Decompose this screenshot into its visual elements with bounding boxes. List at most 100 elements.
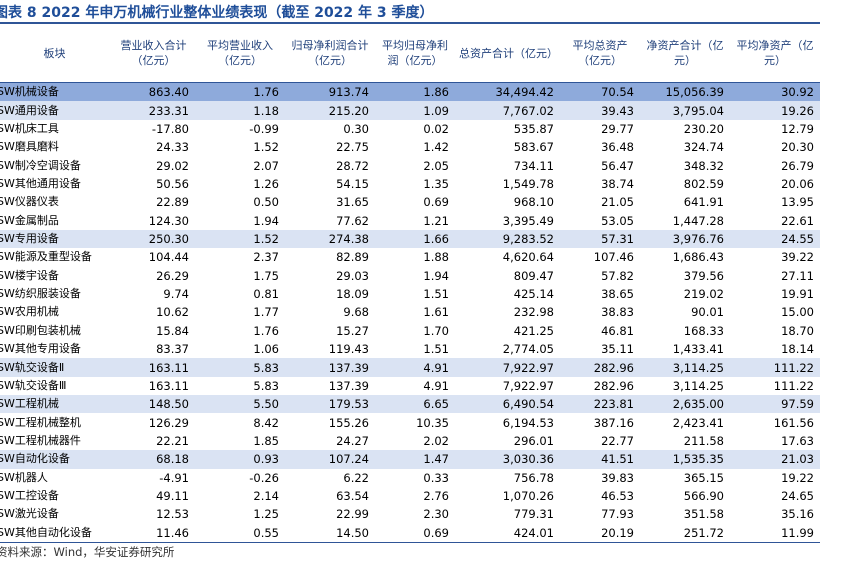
- cell: 0.33: [423, 470, 449, 485]
- row-label: SW楼宇设备: [0, 268, 59, 282]
- cell: 68.18: [112, 450, 195, 469]
- cell: 18.70: [781, 323, 814, 338]
- cell: 38.83: [601, 305, 634, 320]
- cell: 14.50: [285, 523, 375, 543]
- cell: 230.20: [683, 121, 724, 136]
- cell: 809.47: [513, 268, 554, 283]
- cell: 15,056.39: [640, 82, 730, 102]
- cell: 6,194.53: [502, 415, 554, 430]
- cell: 15.00: [781, 305, 814, 320]
- cell: 21.03: [730, 450, 820, 469]
- cell: 2,423.41: [672, 415, 724, 430]
- cell: 155.26: [328, 415, 369, 430]
- cell: 1.51: [423, 342, 449, 357]
- cell: 1.47: [375, 450, 455, 469]
- cell: 3,395.49: [502, 213, 554, 228]
- row-label: SW机械设备: [0, 82, 112, 102]
- cell: 6,490.54: [455, 395, 560, 414]
- cell: 22.21: [156, 434, 189, 448]
- cell: 1.51: [423, 287, 449, 302]
- cell: 2.05: [423, 158, 449, 173]
- cell: 1,549.78: [502, 176, 554, 191]
- cell: 22.61: [781, 213, 814, 228]
- cell: 1,686.43: [672, 250, 724, 265]
- header-cell: 净资产合计（亿元）: [640, 22, 730, 83]
- table-row: SW工程机械 148.50 5.50 179.53 6.65 6,490.54 223.81…: [0, 395, 820, 414]
- row-label: SW能源及重型设备: [0, 250, 92, 264]
- cell: 54.15: [336, 176, 369, 191]
- cell: 29.77: [601, 121, 634, 136]
- header-cell: 平均营业收入（亿元）: [195, 22, 285, 83]
- cell: 7,767.02: [455, 101, 560, 120]
- cell: 0.81: [253, 287, 279, 302]
- cell: 19.22: [781, 470, 814, 485]
- table-row: SW机器人 -4.91 -0.26 6.22 0.33 756.78 39.83 365.15…: [0, 469, 820, 487]
- cell: 168.33: [683, 323, 724, 338]
- cell: 39.43: [560, 101, 640, 120]
- header-cell: 平均净资产（亿元）: [730, 22, 820, 83]
- table-row: SW能源及重型设备 104.44 2.37 82.89 1.88 4,620.64 107.…: [0, 248, 820, 266]
- cell: 35.11: [601, 342, 634, 357]
- cell: 387.16: [593, 415, 634, 430]
- cell: 46.81: [601, 323, 634, 338]
- cell: 282.96: [560, 358, 640, 377]
- row-label: SW工程机械整机: [0, 415, 81, 429]
- cell: 38.65: [601, 287, 634, 302]
- cell: 1.52: [195, 229, 285, 249]
- cell: 211.58: [683, 434, 724, 448]
- cell: 26.79: [781, 158, 814, 173]
- cell: 250.30: [112, 229, 195, 249]
- cell: 1,070.26: [502, 489, 554, 504]
- table-row: SW其他通用设备 50.56 1.26 54.15 1.35 1,549.78 38.74 8…: [0, 175, 820, 193]
- cell: 734.11: [513, 158, 554, 173]
- cell: 2,774.05: [502, 342, 554, 357]
- cell: 12.79: [781, 121, 814, 136]
- cell: 1.75: [253, 268, 279, 283]
- cell: 41.51: [560, 450, 640, 469]
- table-row: SW仪器仪表 22.89 0.50 31.65 0.69 968.10 21.05 641.9…: [0, 193, 820, 211]
- row-label: SW轨交设备Ⅲ: [0, 378, 67, 392]
- cell: 77.62: [336, 213, 369, 228]
- cell: 1.35: [423, 176, 449, 191]
- row-label: SW其他自动化设备: [0, 523, 112, 543]
- cell: 3,114.25: [640, 358, 730, 377]
- cell: 19.26: [730, 101, 820, 120]
- header-row: 板块 营业收入合计（亿元） 平均营业收入（亿元） 归母净利润合计（亿元） 平均归母净利润…: [0, 22, 820, 83]
- cell: 53.05: [601, 213, 634, 228]
- cell: 968.10: [513, 195, 554, 210]
- row-label: SW机器人: [0, 470, 48, 484]
- cell: 24.55: [730, 229, 820, 249]
- cell: -0.26: [249, 470, 279, 485]
- cell: 2.37: [253, 250, 279, 265]
- cell: 5.50: [195, 395, 285, 414]
- cell: 421.25: [513, 323, 554, 338]
- cell: 77.93: [601, 507, 634, 522]
- cell: 82.89: [336, 250, 369, 265]
- cell: 104.44: [148, 250, 189, 265]
- cell: 124.30: [148, 213, 189, 228]
- cell: 1.26: [253, 176, 279, 191]
- cell: 22.75: [336, 140, 369, 155]
- row-label: SW激光设备: [0, 507, 59, 521]
- cell: 274.38: [285, 229, 375, 249]
- table-row: SW机械设备 863.40 1.76 913.74 1.86 34,494.42 70.54…: [0, 82, 820, 102]
- cell: 425.14: [513, 287, 554, 302]
- cell: 2.07: [253, 158, 279, 173]
- cell: 107.46: [593, 250, 634, 265]
- cell: 90.01: [691, 305, 724, 320]
- cell: 1.88: [423, 250, 449, 265]
- cell: 1.06: [253, 342, 279, 357]
- cell: 0.30: [343, 121, 369, 136]
- cell: 296.01: [513, 434, 554, 448]
- table-row: SW制冷空调设备 29.02 2.07 28.72 2.05 734.11 56.47 348…: [0, 156, 820, 174]
- cell: 2.30: [423, 507, 449, 522]
- table-row: SW印刷包装机械 15.84 1.76 15.27 1.70 421.25 46.81 168…: [0, 322, 820, 340]
- table-row: SW工程机械器件 22.21 1.85 24.27 2.02 296.01 22.77 211…: [0, 432, 820, 450]
- cell: 1,535.35: [640, 450, 730, 469]
- cell: 641.91: [683, 195, 724, 210]
- cell: 18.09: [336, 287, 369, 302]
- row-label: SW工程机械器件: [0, 434, 81, 447]
- cell: 1.52: [253, 140, 279, 155]
- cell: 566.90: [683, 489, 724, 504]
- cell: 6.65: [375, 395, 455, 414]
